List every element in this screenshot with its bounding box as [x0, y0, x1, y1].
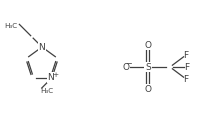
Text: +: +: [53, 72, 59, 78]
Text: F: F: [183, 50, 188, 59]
Text: N: N: [48, 73, 54, 82]
Text: O: O: [123, 62, 130, 71]
Text: O: O: [144, 84, 151, 94]
Text: H₃C: H₃C: [40, 88, 53, 94]
Text: −: −: [126, 59, 132, 68]
Text: F: F: [184, 62, 190, 71]
Text: F: F: [183, 75, 188, 83]
Text: O: O: [144, 41, 151, 50]
Text: S: S: [145, 62, 151, 71]
Text: N: N: [39, 42, 45, 51]
Text: H₃C: H₃C: [4, 23, 17, 29]
